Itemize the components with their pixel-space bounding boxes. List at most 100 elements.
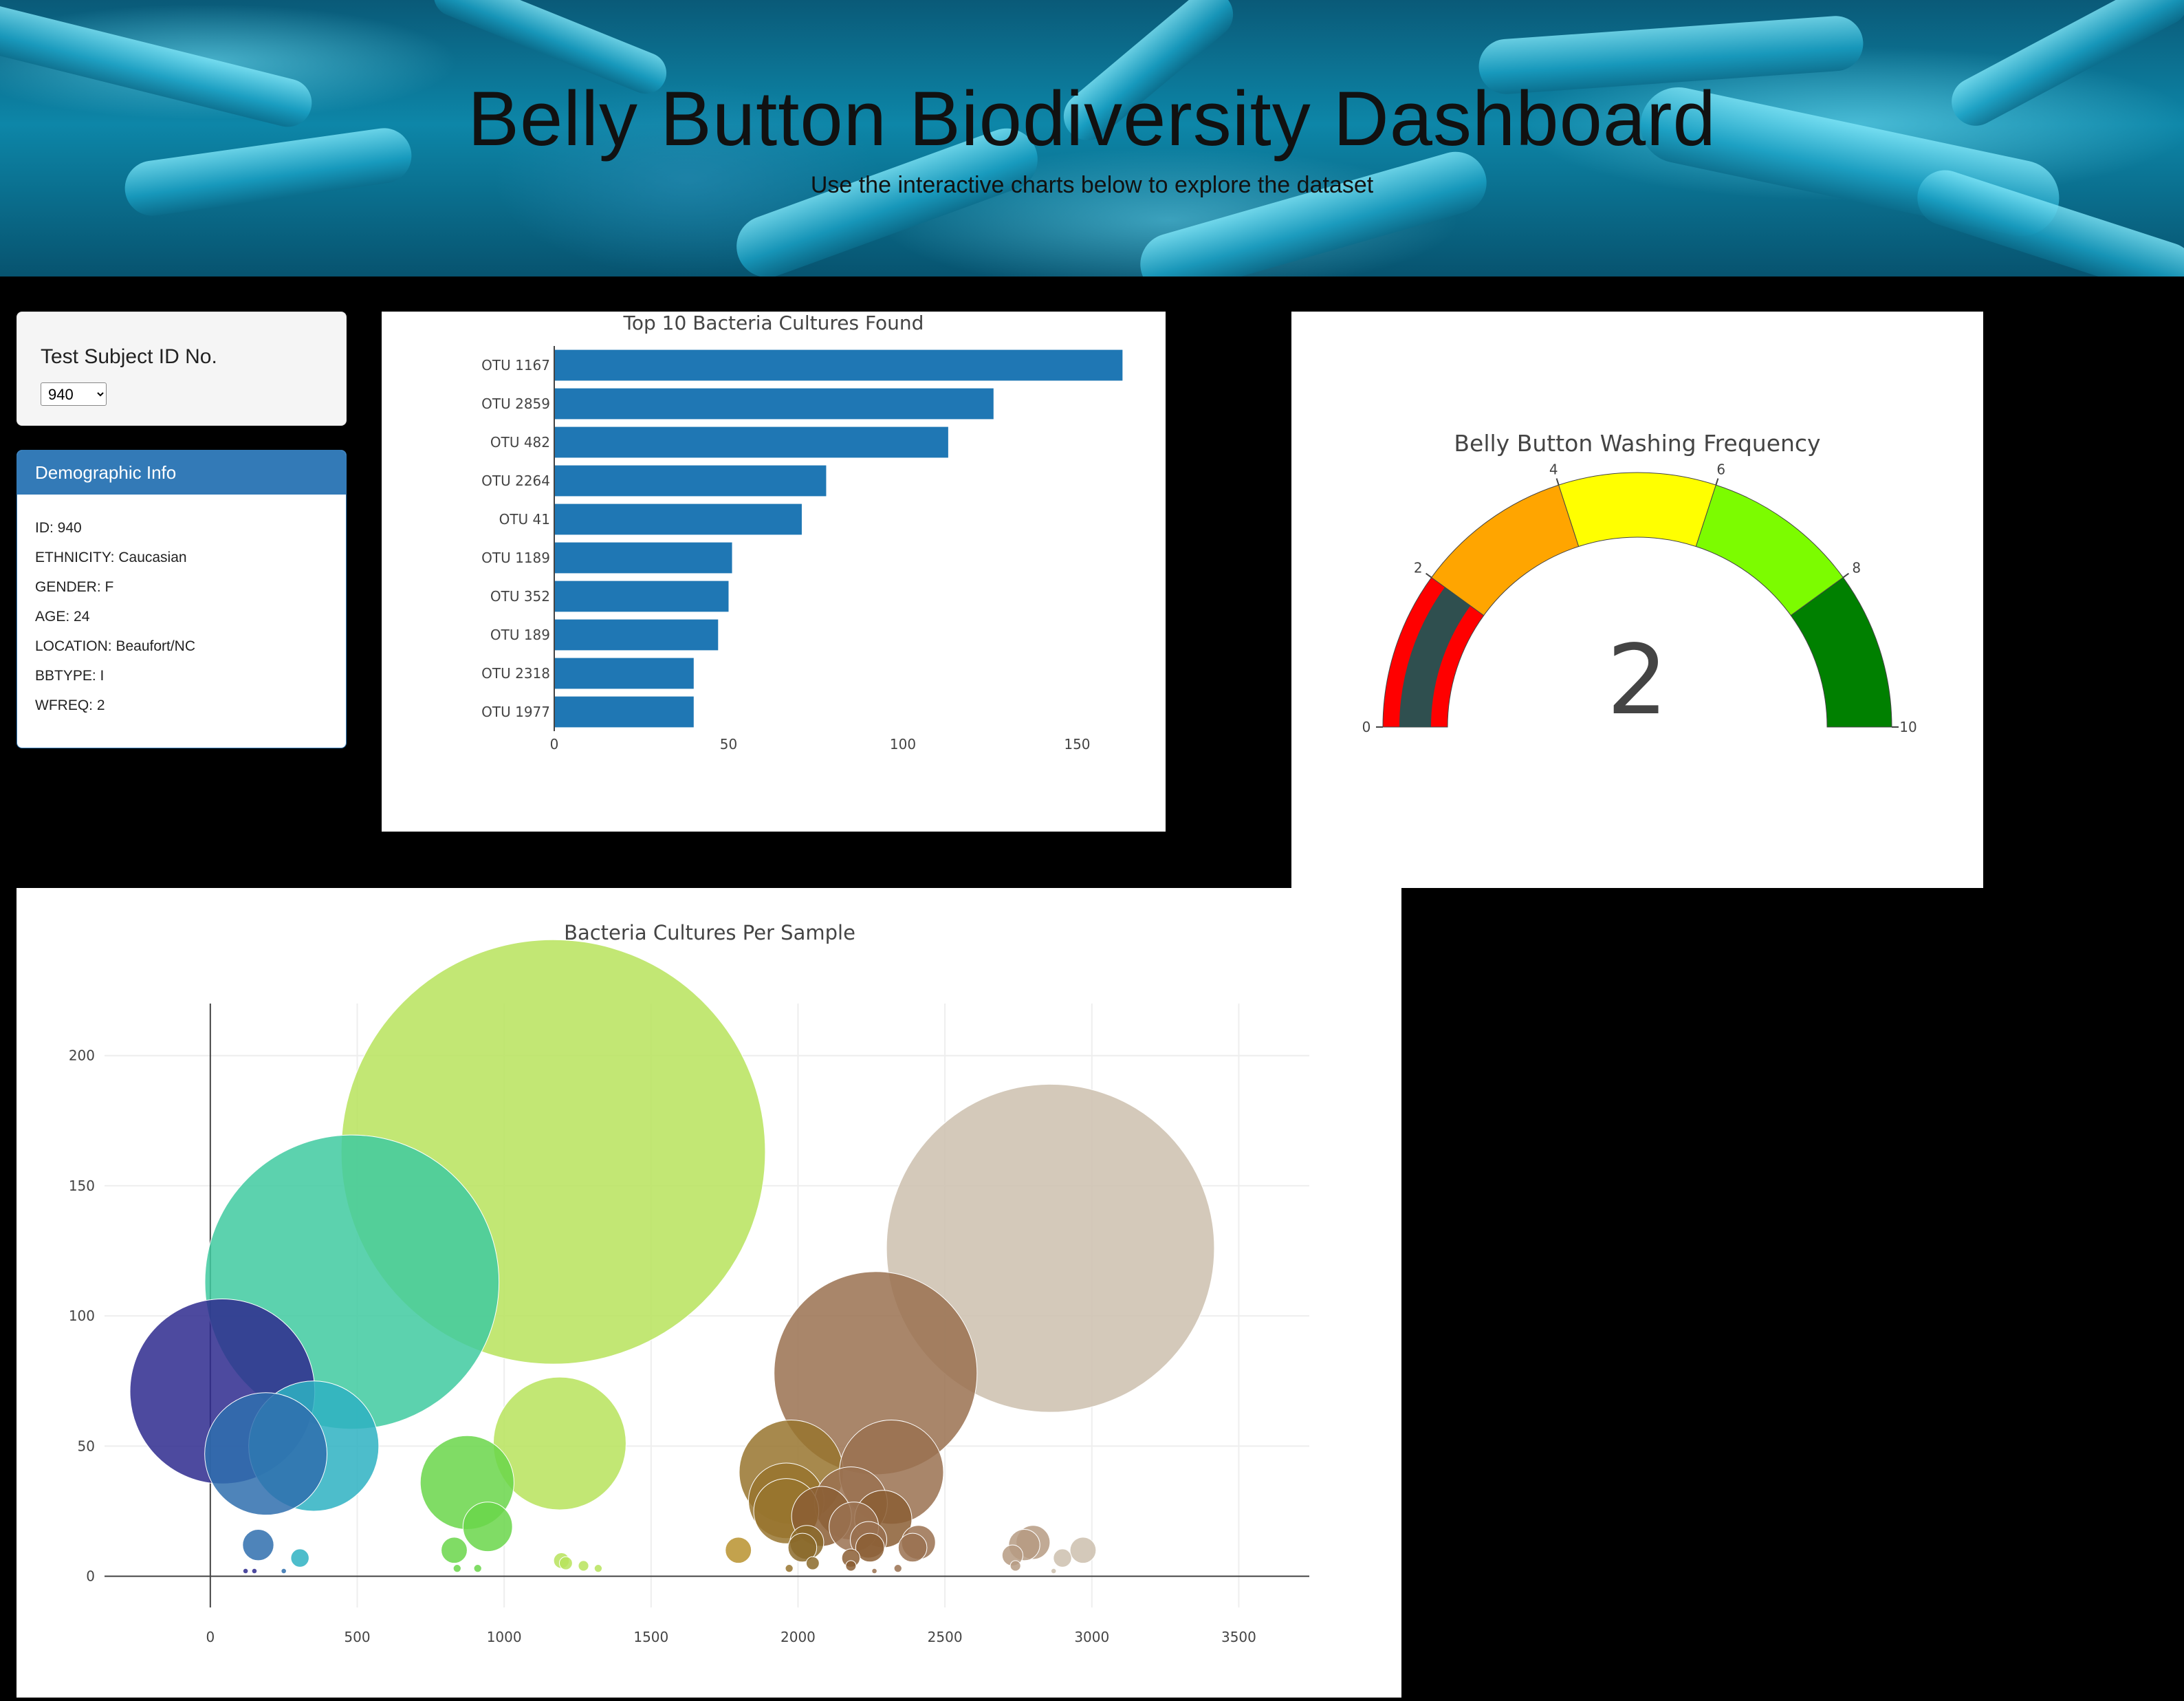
bubble-point [452,1564,461,1573]
gauge-title: Belly Button Washing Frequency [1454,430,1820,457]
gauge-tick-mark [1842,572,1850,578]
bubble-point [886,1083,1215,1413]
gauge-tick-label: 6 [1716,461,1725,477]
gauge-tick-mark [1425,572,1432,578]
bubble-point [871,1568,877,1574]
bubble-x-tick-label: 3000 [1074,1629,1109,1645]
gauge-tick-label: 10 [1899,719,1917,735]
bar-category-label: OTU 1189 [481,550,550,566]
bubble-x-tick-label: 500 [344,1629,370,1645]
demo-location: LOCATION: Beaufort/NC [35,638,196,654]
bar-x-tick-label: 150 [1064,736,1090,752]
bar [555,619,719,651]
bubble-point [290,1548,309,1568]
bubble-point [593,1564,603,1573]
gauge-tick-mark [1715,478,1719,486]
subject-id-dropdown[interactable]: 940 [41,382,107,406]
bubble-point [1069,1537,1097,1564]
bar [555,388,994,420]
bar-chart: Top 10 Bacteria Cultures Found OTU 1167 O… [481,312,1123,752]
bubble-x-tick-label: 2000 [780,1629,816,1645]
bubble-point [281,1568,287,1574]
bubble-point [242,1568,249,1574]
bubble-point [204,1392,328,1516]
bubble-point [897,1532,928,1563]
bubble-y-tick-label: 200 [69,1048,95,1064]
demo-ethnicity: ETHNICITY: Caucasian [35,550,187,565]
bar-category-label: OTU 2318 [481,665,550,682]
page-subtitle: Use the interactive charts below to expl… [810,172,1374,198]
bubble-point [1053,1548,1072,1568]
gauge-value-number: 2 [1606,625,1668,737]
gauge-tick-label: 8 [1852,559,1861,576]
bubble-chart-title: Bacteria Cultures Per Sample [564,921,855,944]
bar-x-tick-label: 50 [720,736,737,752]
bubble-chart: Bacteria Cultures Per Sample 0 500 1000 150… [69,921,1309,1645]
demo-bbtype: BBTYPE: I [35,668,105,684]
bar-chart-panel: Top 10 Bacteria Cultures Found OTU 1167 O… [382,312,1166,832]
bar-category-label: OTU 2264 [481,473,550,489]
bubble-x-tick-label: 1000 [487,1629,522,1645]
bubble-y-tick-label: 150 [69,1178,95,1194]
bubble-point [893,1564,902,1573]
bubble-point [441,1537,468,1564]
bar-category-label: OTU 41 [499,511,550,528]
bar-category-label: OTU 189 [490,627,550,643]
bubble-x-tick-label: 0 [206,1629,215,1645]
gauge-tick-label: 2 [1414,559,1423,576]
bar [555,658,694,689]
gauge-tick-label: 0 [1362,719,1371,735]
gauge-chart-panel: Belly Button Washing Frequency 0 2 4 6 8 10 2 [1291,312,1983,888]
bubble-y-tick-label: 100 [69,1308,95,1324]
bubble-point [805,1556,820,1570]
bubble-point [578,1560,589,1572]
bar-category-label: OTU 482 [490,434,550,451]
bar-x-tick-label: 100 [890,736,916,752]
bubble-point [845,1560,857,1572]
bacteria-decor [1133,144,1494,277]
bar-x-tick-label: 0 [550,736,559,752]
bar [555,696,694,728]
bubble-y-tick-label: 0 [86,1568,95,1585]
demo-wfreq: WFREQ: 2 [35,697,105,713]
demo-id: ID: 940 [35,520,82,536]
bar [555,542,732,574]
demographic-panel: Demographic Info ID: 940 ETHNICITY: Cauc… [17,450,347,748]
page-title: Belly Button Biodiversity Dashboard [468,76,1716,162]
bar-category-label: OTU 1167 [481,357,550,373]
demo-age: AGE: 24 [35,609,90,625]
gauge-step-band [1558,472,1716,548]
bubble-point [1009,1560,1021,1572]
bar [555,426,948,458]
bubble-x-tick-label: 2500 [928,1629,963,1645]
bubble-y-tick-label: 50 [78,1438,95,1454]
gauge-chart: Belly Button Washing Frequency 0 2 4 6 8 10 2 [1362,430,1917,737]
header-banner: Belly Button Biodiversity Dashboard Use … [0,0,2184,277]
bar-category-label: OTU 1977 [481,704,550,720]
demographic-list: ID: 940 ETHNICITY: Caucasian GENDER: F A… [17,495,346,725]
bubble-point [462,1502,513,1552]
bar-category-label: OTU 2859 [481,396,550,412]
gauge-tick-mark [1555,478,1560,486]
bubble-point [1050,1568,1057,1574]
bubble-point [787,1532,818,1563]
bubble-point [725,1537,752,1564]
bubble-chart-panel: Bacteria Cultures Per Sample 0 500 1000 150… [17,888,1401,1698]
demographic-heading: Demographic Info [17,451,346,495]
gauge-value-bar [1399,587,1471,727]
bubble-point [558,1556,573,1570]
selector-label: Test Subject ID No. [41,345,217,368]
bubble-point [251,1568,258,1574]
subject-selector-panel: Test Subject ID No. 940 [17,312,347,426]
bubble-point [242,1528,274,1561]
bar-chart-title: Top 10 Bacteria Cultures Found [623,312,924,334]
bubble-point [855,1532,885,1563]
bubble-x-tick-label: 3500 [1221,1629,1256,1645]
bubble-point [785,1564,794,1573]
bar [555,503,802,535]
bubble-x-tick-label: 1500 [633,1629,668,1645]
bar [555,349,1123,381]
bar [555,581,729,612]
bubble-point [473,1564,482,1573]
demo-gender: GENDER: F [35,579,114,595]
